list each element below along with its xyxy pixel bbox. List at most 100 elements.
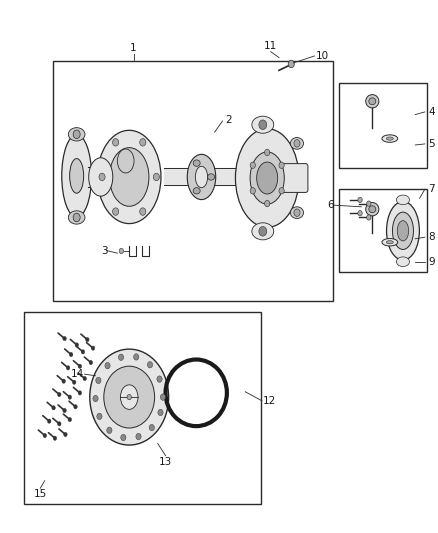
Circle shape — [119, 248, 124, 254]
Circle shape — [43, 433, 46, 438]
Circle shape — [63, 336, 66, 341]
Circle shape — [47, 419, 51, 423]
Ellipse shape — [382, 239, 398, 246]
Ellipse shape — [68, 127, 85, 141]
Circle shape — [147, 361, 152, 368]
Text: 6: 6 — [327, 200, 334, 210]
Circle shape — [52, 406, 55, 410]
Circle shape — [367, 201, 371, 206]
Circle shape — [63, 408, 66, 413]
Ellipse shape — [117, 149, 134, 173]
Circle shape — [99, 173, 105, 181]
Circle shape — [160, 394, 166, 400]
Ellipse shape — [110, 148, 149, 206]
Circle shape — [90, 349, 169, 445]
Ellipse shape — [387, 201, 420, 260]
Circle shape — [294, 140, 300, 147]
Circle shape — [113, 208, 119, 215]
Circle shape — [279, 188, 284, 194]
Text: 1: 1 — [130, 43, 137, 53]
Circle shape — [113, 139, 119, 146]
Circle shape — [250, 188, 255, 194]
Ellipse shape — [382, 135, 398, 142]
Circle shape — [69, 352, 73, 357]
Text: 2: 2 — [226, 115, 232, 125]
Text: 14: 14 — [71, 369, 84, 379]
Circle shape — [279, 162, 284, 168]
Circle shape — [91, 346, 95, 350]
Circle shape — [53, 436, 57, 440]
Circle shape — [149, 424, 155, 431]
Ellipse shape — [70, 159, 84, 193]
Text: 12: 12 — [263, 396, 276, 406]
Circle shape — [134, 354, 139, 360]
Ellipse shape — [369, 206, 376, 213]
Ellipse shape — [68, 211, 85, 224]
Circle shape — [259, 227, 267, 236]
Circle shape — [83, 376, 86, 381]
Circle shape — [93, 395, 98, 402]
Circle shape — [62, 379, 65, 383]
Ellipse shape — [366, 94, 379, 108]
Circle shape — [68, 395, 71, 399]
Ellipse shape — [252, 116, 274, 133]
Ellipse shape — [62, 134, 92, 217]
Ellipse shape — [386, 241, 393, 244]
Text: 3: 3 — [101, 246, 107, 255]
Circle shape — [153, 173, 159, 181]
Ellipse shape — [392, 212, 413, 249]
Circle shape — [75, 343, 78, 347]
Text: 9: 9 — [428, 257, 435, 267]
Ellipse shape — [120, 385, 138, 409]
Text: 5: 5 — [428, 139, 435, 149]
Ellipse shape — [396, 195, 410, 205]
Circle shape — [68, 417, 71, 422]
Circle shape — [74, 405, 77, 409]
Circle shape — [104, 366, 155, 428]
Circle shape — [136, 433, 141, 440]
Ellipse shape — [257, 162, 278, 194]
Text: 4: 4 — [428, 107, 435, 117]
Ellipse shape — [396, 257, 410, 266]
Circle shape — [57, 422, 61, 426]
Text: 8: 8 — [428, 232, 435, 242]
Circle shape — [358, 211, 362, 216]
Circle shape — [73, 130, 80, 139]
Circle shape — [294, 209, 300, 216]
Ellipse shape — [397, 221, 409, 241]
Circle shape — [97, 413, 102, 419]
Ellipse shape — [290, 207, 304, 219]
Circle shape — [288, 60, 294, 68]
Ellipse shape — [252, 223, 274, 240]
Ellipse shape — [88, 158, 113, 196]
Circle shape — [121, 434, 126, 441]
Circle shape — [259, 120, 267, 130]
Circle shape — [158, 409, 163, 416]
Circle shape — [78, 364, 81, 368]
Ellipse shape — [386, 137, 393, 140]
Circle shape — [89, 360, 92, 365]
Ellipse shape — [195, 166, 208, 188]
Circle shape — [81, 350, 85, 354]
Circle shape — [265, 149, 270, 156]
Ellipse shape — [193, 188, 200, 194]
Text: 15: 15 — [34, 489, 47, 499]
Circle shape — [107, 427, 112, 433]
Ellipse shape — [193, 160, 200, 166]
Ellipse shape — [235, 128, 299, 227]
Text: 13: 13 — [159, 457, 172, 467]
Ellipse shape — [250, 152, 284, 204]
Circle shape — [140, 139, 146, 146]
Circle shape — [250, 162, 255, 168]
Ellipse shape — [187, 155, 216, 199]
Circle shape — [64, 432, 67, 437]
Circle shape — [96, 377, 101, 384]
Ellipse shape — [366, 203, 379, 216]
Circle shape — [72, 380, 76, 384]
Circle shape — [78, 391, 81, 395]
Text: 10: 10 — [315, 51, 328, 61]
Circle shape — [358, 197, 362, 203]
Circle shape — [85, 337, 89, 342]
Circle shape — [265, 200, 270, 207]
FancyBboxPatch shape — [278, 164, 308, 192]
